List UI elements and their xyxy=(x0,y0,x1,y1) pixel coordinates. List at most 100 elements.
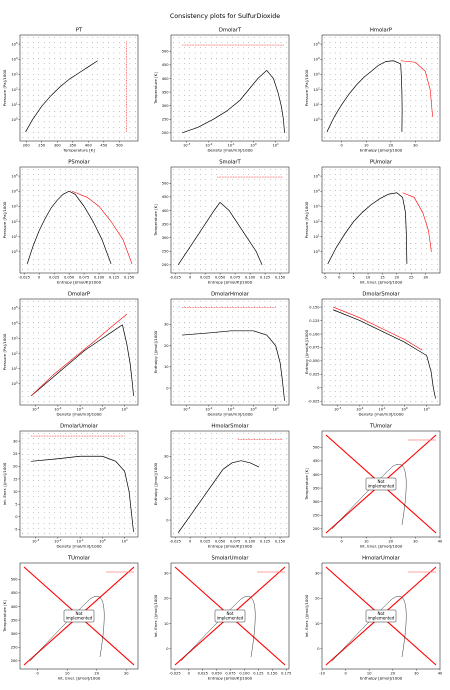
state-point xyxy=(426,121,427,123)
state-point xyxy=(81,52,82,54)
state-point xyxy=(426,253,427,255)
state-point xyxy=(361,89,363,91)
state-point xyxy=(113,137,115,139)
state-point xyxy=(54,264,56,265)
state-point xyxy=(178,174,180,175)
state-point xyxy=(184,137,185,139)
state-point xyxy=(33,227,34,228)
state-point xyxy=(221,533,223,535)
state-point xyxy=(92,47,93,49)
state-point xyxy=(184,63,185,64)
state-point xyxy=(65,137,66,139)
state-point xyxy=(388,195,390,196)
state-point xyxy=(205,443,207,444)
state-point xyxy=(329,95,331,96)
state-point xyxy=(65,337,66,339)
state-point xyxy=(108,475,109,476)
state-point xyxy=(410,190,411,191)
x-axis-label: Int. Ener. [J/mol]/1000 xyxy=(360,280,403,285)
state-point xyxy=(184,501,185,503)
state-point xyxy=(43,79,45,80)
state-point xyxy=(248,121,250,123)
state-point xyxy=(345,89,347,91)
state-point xyxy=(372,73,374,75)
state-point xyxy=(173,243,174,244)
state-point xyxy=(38,343,40,344)
state-point xyxy=(135,311,136,312)
state-point xyxy=(43,205,45,207)
state-point xyxy=(22,105,23,107)
state-point xyxy=(38,200,40,202)
state-point xyxy=(54,84,56,86)
state-point xyxy=(420,401,422,403)
state-point xyxy=(22,533,23,535)
state-point xyxy=(410,216,411,218)
state-point xyxy=(70,253,72,255)
state-point xyxy=(200,58,201,59)
state-point xyxy=(329,205,331,207)
y-tick-label: 104 xyxy=(11,188,18,193)
state-point xyxy=(54,332,56,334)
state-point xyxy=(437,300,438,302)
state-point xyxy=(410,111,411,112)
state-point xyxy=(420,84,422,86)
state-point xyxy=(356,300,358,302)
state-point xyxy=(178,507,180,508)
state-point xyxy=(275,200,276,202)
state-point xyxy=(189,390,191,392)
state-point xyxy=(33,137,34,139)
state-point xyxy=(210,533,212,535)
state-point xyxy=(113,63,115,64)
state-point xyxy=(86,311,88,312)
state-point xyxy=(49,132,50,133)
y-tick-label: 5 xyxy=(15,502,17,506)
state-point xyxy=(415,227,417,228)
state-point xyxy=(216,79,217,80)
state-point xyxy=(200,116,201,117)
state-point xyxy=(38,432,40,434)
plot-area xyxy=(324,168,438,271)
state-point xyxy=(178,353,180,355)
state-point xyxy=(426,58,427,59)
state-point xyxy=(65,401,66,403)
state-point xyxy=(38,95,40,96)
state-point xyxy=(54,448,56,450)
state-point xyxy=(33,195,34,196)
state-point xyxy=(426,126,427,128)
state-point xyxy=(108,253,109,255)
state-point xyxy=(189,89,191,91)
state-point xyxy=(243,380,244,381)
state-point xyxy=(27,100,29,101)
state-point xyxy=(216,528,217,529)
state-point xyxy=(97,300,99,302)
state-point xyxy=(275,132,276,133)
state-point xyxy=(76,68,77,70)
state-point xyxy=(54,137,56,139)
x-tick-label: 0.100 xyxy=(245,276,256,280)
state-point xyxy=(437,79,438,80)
state-point xyxy=(340,111,342,112)
state-point xyxy=(210,227,212,228)
state-point xyxy=(65,253,66,255)
state-point xyxy=(324,327,325,328)
state-point xyxy=(108,73,109,75)
state-point xyxy=(43,507,45,508)
state-point xyxy=(92,364,93,365)
state-point xyxy=(102,491,104,492)
state-point xyxy=(81,264,82,265)
state-point xyxy=(118,501,120,503)
state-point xyxy=(33,105,34,107)
state-point xyxy=(394,369,395,371)
state-point xyxy=(388,237,390,239)
state-point xyxy=(253,42,255,43)
state-point xyxy=(275,232,276,233)
state-point xyxy=(394,306,395,307)
state-point xyxy=(194,168,196,170)
state-point xyxy=(65,126,66,128)
state-point xyxy=(129,36,131,38)
state-point xyxy=(420,248,422,249)
state-point xyxy=(205,84,207,86)
x-tick-label: 10-2 xyxy=(356,406,364,411)
state-point xyxy=(194,68,196,70)
x-tick-label: 0 xyxy=(38,276,41,280)
